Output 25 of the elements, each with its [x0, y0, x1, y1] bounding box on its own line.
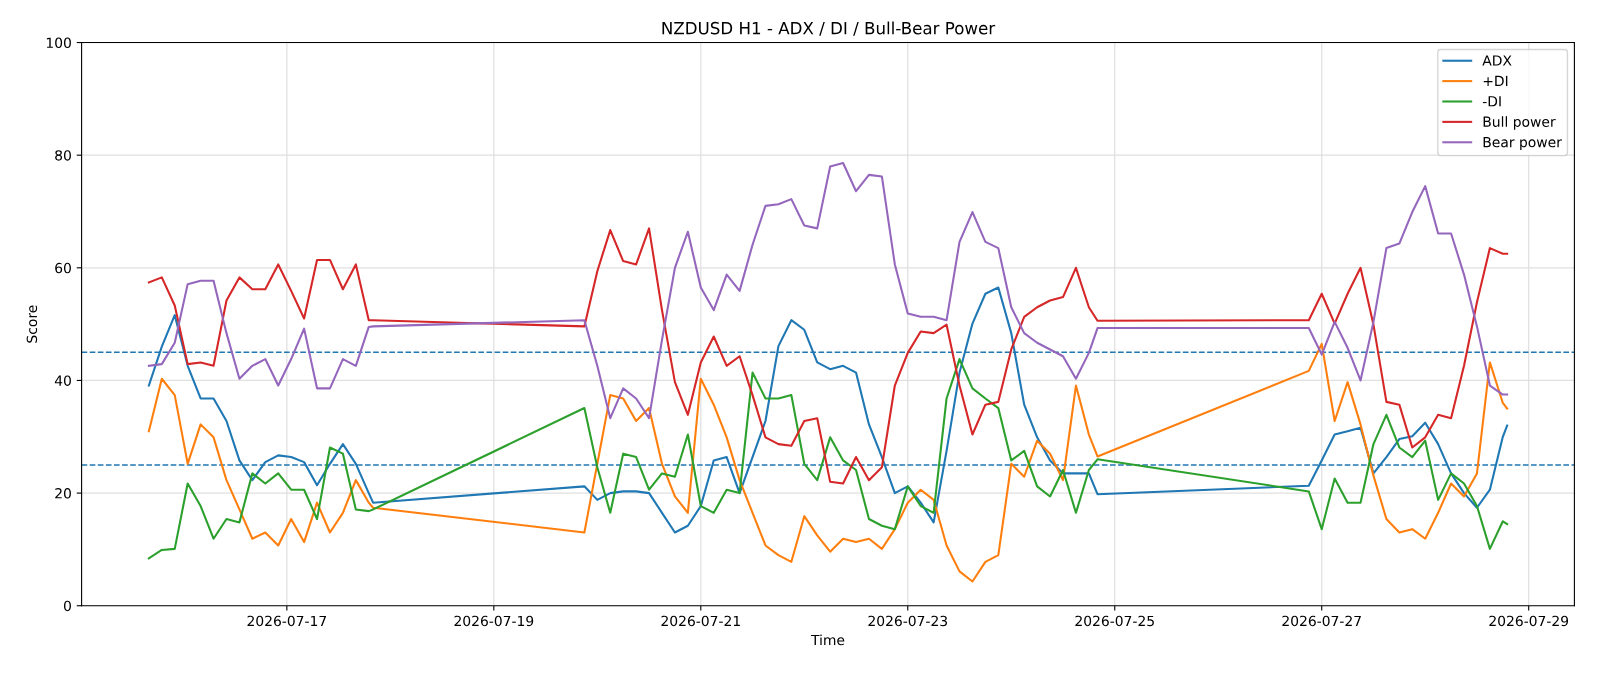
legend-label: ADX: [1482, 55, 1512, 66]
line-series: [147, 358, 1509, 560]
x-tick-label: 2026-07-19: [454, 615, 534, 627]
y-tick-label: 0: [63, 600, 71, 612]
legend-label: Bull power: [1483, 116, 1556, 130]
y-tick-label: 80: [55, 150, 71, 161]
x-tick-label: 2026-07-27: [1282, 615, 1361, 627]
x-axis-title: Time: [810, 634, 845, 646]
x-tick-label: 2026-07-17: [247, 615, 327, 627]
chart-title: NZDUSD H1 - ADX / DI / Bull-Bear Power: [662, 21, 996, 36]
y-tick-label: 40: [54, 375, 71, 386]
x-tick-label: 2026-07-25: [1075, 615, 1154, 627]
x-tick-label: 2026-07-21: [661, 615, 740, 627]
y-tick-label: 60: [55, 262, 71, 274]
line-series: [147, 227, 1509, 485]
y-axis-title: Score: [26, 305, 38, 343]
y-tick-label: 20: [55, 488, 71, 499]
legend-label: Bear power: [1483, 137, 1562, 151]
line-series: [147, 342, 1509, 583]
x-tick-label: 2026-07-29: [1489, 615, 1569, 627]
line-series: [147, 162, 1509, 420]
x-tick-label: 2026-07-23: [868, 615, 948, 627]
legend-label: +DI: [1483, 75, 1508, 86]
legend-label: -DI: [1482, 96, 1501, 107]
y-tick-label: 100: [46, 37, 71, 49]
